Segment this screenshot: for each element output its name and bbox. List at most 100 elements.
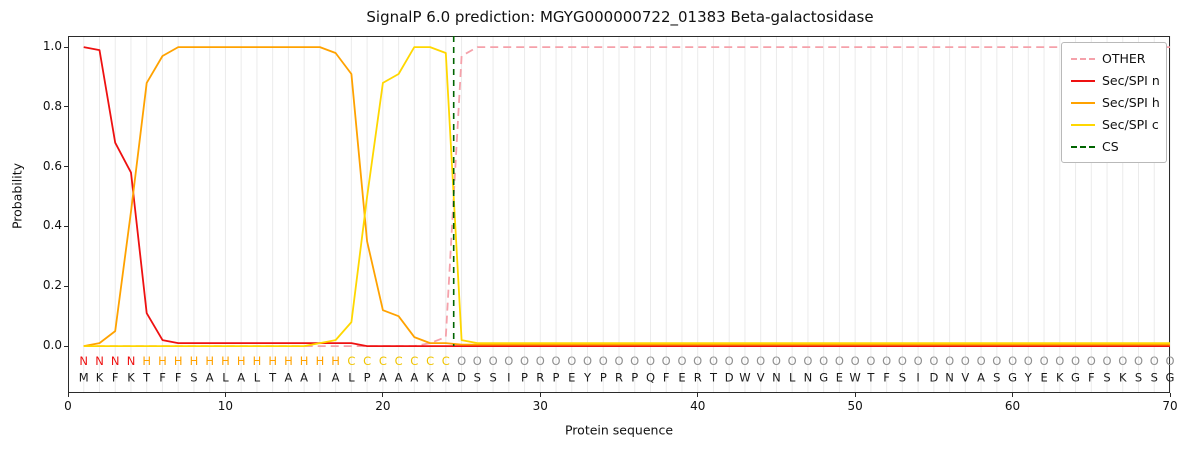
x-tick-mark [854, 393, 856, 397]
residue-letter: G [819, 371, 828, 385]
residue-letter: K [426, 371, 434, 385]
region-letter: H [158, 354, 167, 368]
x-tick-label: 0 [64, 399, 72, 413]
residue-letter: G [1008, 371, 1017, 385]
residue-letter: N [804, 371, 813, 385]
legend-label: Sec/SPI n [1102, 73, 1160, 88]
residue-letter: A [206, 371, 214, 385]
residue-letter: G [1166, 371, 1175, 385]
x-tick-mark [224, 393, 226, 397]
region-letter: O [866, 354, 875, 368]
residue-letter: E [678, 371, 685, 385]
legend-swatch-sec-spi-c [1071, 123, 1095, 126]
x-tick-label: 60 [1004, 399, 1021, 413]
region-letter: O [992, 354, 1001, 368]
y-tick-label: 0.8 [42, 98, 62, 113]
residue-letter: P [631, 371, 638, 385]
residue-letter: S [1103, 371, 1110, 385]
series-line-sec-spi-c [83, 46, 1170, 348]
series-line-other [83, 46, 1170, 348]
residue-letter: A [379, 371, 387, 385]
residue-letter: A [442, 371, 450, 385]
residue-letter: F [159, 371, 166, 385]
residue-letter: V [757, 371, 765, 385]
residue-letter: S [1135, 371, 1142, 385]
residue-letter: A [410, 371, 418, 385]
residue-letter: L [222, 371, 229, 385]
region-letter: O [473, 354, 482, 368]
region-letter: N [79, 354, 88, 368]
plot-border [68, 36, 1170, 393]
region-letter: O [851, 354, 860, 368]
y-tick-mark [64, 225, 68, 227]
region-letter: C [442, 354, 450, 368]
y-tick-label: 1.0 [42, 39, 62, 54]
x-axis-label: Protein sequence [564, 422, 674, 438]
residue-letter: N [945, 371, 954, 385]
residue-letter: L [789, 371, 796, 385]
legend-swatch-sec-spi-n [1071, 79, 1095, 82]
residue-letter: K [96, 371, 104, 385]
y-tick-label: 0.0 [42, 338, 62, 353]
region-letter: O [788, 354, 797, 368]
residue-letter: Y [1024, 371, 1033, 385]
region-letter: O [1165, 354, 1174, 368]
region-letter: O [835, 354, 844, 368]
legend-label: Sec/SPI c [1102, 117, 1159, 132]
residue-letter: I [507, 371, 510, 385]
region-letter: O [457, 354, 466, 368]
legend-item-sec-spi-n: Sec/SPI n [1071, 73, 1160, 88]
region-letter: C [426, 354, 434, 368]
region-letter: O [772, 354, 781, 368]
residue-letter: G [1071, 371, 1080, 385]
x-tick-mark [697, 393, 699, 397]
residue-letter: P [521, 371, 528, 385]
residue-letter: D [457, 371, 466, 385]
region-letter: O [1024, 354, 1033, 368]
residue-letter: A [977, 371, 985, 385]
residue-letter: K [127, 371, 135, 385]
residue-letter: L [254, 371, 261, 385]
y-tick-mark [64, 345, 68, 347]
y-tick-label: 0.2 [42, 278, 62, 293]
y-tick-mark [64, 166, 68, 168]
residue-letter: T [142, 371, 151, 385]
region-letter: H [253, 354, 262, 368]
region-letter: O [1055, 354, 1064, 368]
chart-title: SignalP 6.0 prediction: MGYG000000722_01… [366, 8, 874, 26]
region-letter: C [410, 354, 418, 368]
region-letter: O [1118, 354, 1127, 368]
x-tick-mark [1169, 393, 1171, 397]
region-letter: O [740, 354, 749, 368]
residue-letter: S [899, 371, 906, 385]
residue-letter: F [175, 371, 182, 385]
x-tick-label: 10 [217, 399, 234, 413]
y-tick-label: 0.4 [42, 218, 62, 233]
residue-letter: S [1151, 371, 1158, 385]
residue-letter: K [1119, 371, 1127, 385]
residue-letter: F [112, 371, 119, 385]
residue-letter: L [348, 371, 355, 385]
x-tick-label: 40 [690, 399, 706, 413]
residue-letter: T [866, 371, 875, 385]
region-letter: H [300, 354, 309, 368]
region-letter: O [977, 354, 986, 368]
residue-letter: N [772, 371, 781, 385]
legend-item-cs: CS [1071, 139, 1157, 154]
x-tick-mark [67, 393, 69, 397]
legend-item-sec-spi-c: Sec/SPI c [1071, 117, 1159, 132]
residue-letter: Y [583, 371, 592, 385]
region-letter: O [646, 354, 655, 368]
residue-letter: I [916, 371, 919, 385]
residue-letter: D [725, 371, 734, 385]
residue-letter: A [300, 371, 308, 385]
residue-letter: P [600, 371, 607, 385]
residue-letter: Q [646, 371, 655, 385]
region-letter: N [95, 354, 104, 368]
region-letter: N [111, 354, 120, 368]
region-letter: O [693, 354, 702, 368]
residue-letter: S [993, 371, 1000, 385]
residue-letter: A [284, 371, 292, 385]
residue-letter: D [929, 371, 938, 385]
